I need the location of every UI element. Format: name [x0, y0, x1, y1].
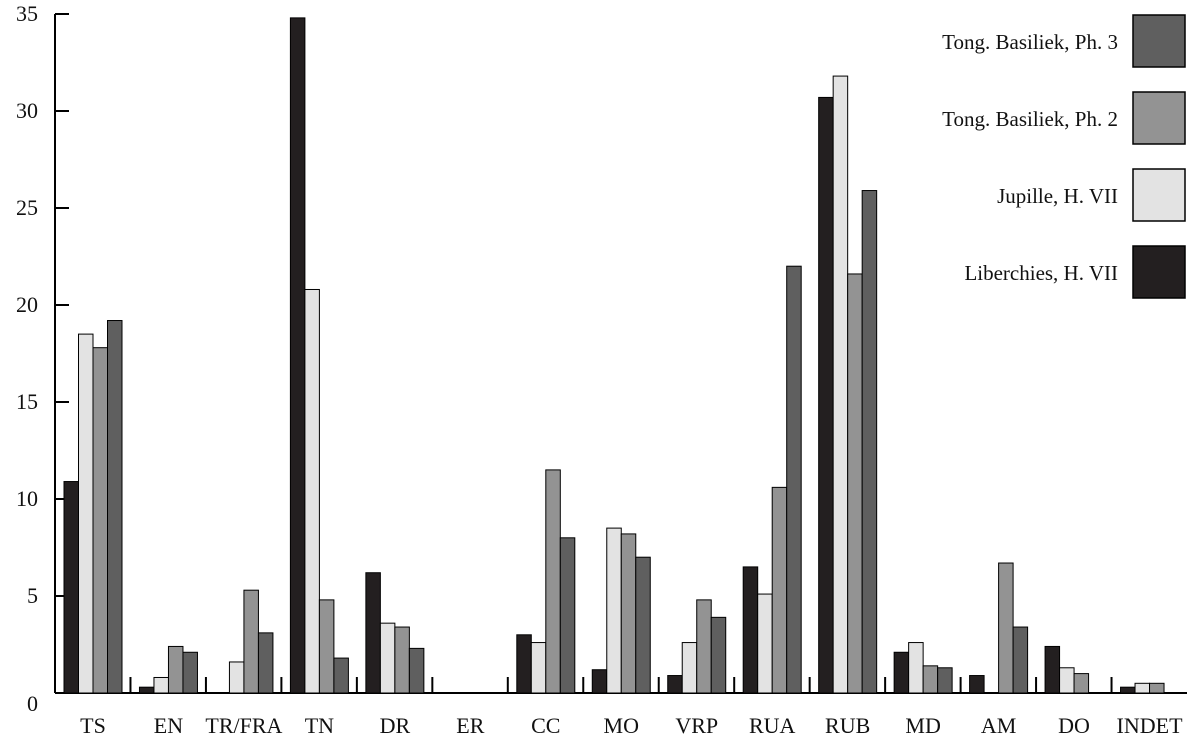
x-tick-label: MO: [604, 713, 639, 738]
y-tick-label: 15: [16, 389, 38, 414]
bar-dr-series-4: [409, 648, 424, 693]
bar-ts-series-4: [108, 321, 123, 693]
bar-mo-series-3: [621, 534, 636, 693]
y-tick-label: 0: [27, 691, 38, 716]
bar-dr-series-1: [366, 573, 381, 693]
bar-cc-series-1: [517, 635, 532, 693]
legend-label: Jupille, H. VII: [997, 184, 1118, 208]
x-tick-label: TR/FRA: [205, 713, 282, 738]
x-tick-label: RUA: [749, 713, 796, 738]
bar-vrp-series-3: [697, 600, 712, 693]
x-tick-label: EN: [154, 713, 183, 738]
bar-tn-series-2: [305, 289, 320, 693]
bar-cc-series-2: [531, 643, 546, 693]
bar-tn-series-4: [334, 658, 349, 693]
legend-swatch: [1133, 15, 1185, 67]
bar-do-series-3: [1074, 674, 1089, 693]
bar-am-series-1: [970, 676, 985, 693]
bar-en-series-3: [168, 646, 183, 693]
bar-rua-series-3: [772, 487, 787, 693]
legend: Tong. Basiliek, Ph. 3 Tong. Basiliek, Ph.…: [942, 15, 1185, 298]
bar-dr-series-2: [380, 623, 395, 693]
bar-ts-series-1: [64, 482, 79, 693]
bar-am-series-4: [1013, 627, 1028, 693]
y-tick-label: 35: [16, 1, 38, 26]
legend-swatch: [1133, 92, 1185, 144]
x-tick-label: DO: [1058, 713, 1090, 738]
bar-do-series-2: [1060, 668, 1075, 693]
bar-tr-fra-series-4: [258, 633, 273, 693]
legend-label: Liberchies, H. VII: [964, 261, 1118, 285]
bar-rub-series-2: [833, 76, 848, 693]
x-tick-label: TN: [305, 713, 334, 738]
bar-mo-series-1: [592, 670, 607, 693]
bar-ts-series-3: [93, 348, 108, 693]
bar-am-series-3: [999, 563, 1014, 693]
x-tick-label: ER: [456, 713, 484, 738]
y-tick-label: 10: [16, 486, 38, 511]
bar-dr-series-3: [395, 627, 410, 693]
bar-rua-series-1: [743, 567, 758, 693]
bar-md-series-4: [938, 668, 953, 693]
bar-md-series-3: [923, 666, 938, 693]
bar-tn-series-3: [319, 600, 334, 693]
bar-rub-series-3: [848, 274, 863, 693]
x-tick-label: CC: [531, 713, 560, 738]
legend-swatch: [1133, 246, 1185, 298]
y-tick-label: 25: [16, 195, 38, 220]
y-tick-label: 5: [27, 583, 38, 608]
bar-rua-series-2: [758, 594, 773, 693]
bar-en-series-2: [154, 677, 169, 693]
bar-ts-series-2: [79, 334, 94, 693]
bar-indet-series-2: [1135, 683, 1150, 693]
bar-en-series-4: [183, 652, 198, 693]
bar-tr-fra-series-2: [229, 662, 244, 693]
x-tick-label: RUB: [825, 713, 870, 738]
bar-rub-series-4: [862, 191, 877, 693]
y-tick-label: 20: [16, 292, 38, 317]
x-tick-label: INDET: [1117, 713, 1184, 738]
bar-cc-series-3: [546, 470, 561, 693]
x-tick-label: DR: [380, 713, 411, 738]
bar-do-series-1: [1045, 646, 1060, 693]
legend-swatch: [1133, 169, 1185, 221]
bar-tr-fra-series-3: [244, 590, 259, 693]
bar-mo-series-2: [607, 528, 622, 693]
bar-vrp-series-2: [682, 643, 697, 693]
bar-vrp-series-4: [711, 617, 726, 693]
x-tick-label: MD: [905, 713, 940, 738]
x-tick-label: TS: [80, 713, 106, 738]
bar-rub-series-1: [819, 97, 834, 693]
bar-cc-series-4: [560, 538, 575, 693]
bar-en-series-1: [139, 687, 154, 693]
bar-indet-series-3: [1150, 683, 1165, 693]
bar-md-series-1: [894, 652, 909, 693]
legend-label: Tong. Basiliek, Ph. 2: [942, 107, 1118, 131]
bar-indet-series-1: [1121, 687, 1136, 693]
bar-vrp-series-1: [668, 676, 683, 693]
bar-md-series-2: [909, 643, 924, 693]
legend-label: Tong. Basiliek, Ph. 3: [942, 30, 1118, 54]
bar-tn-series-1: [290, 18, 305, 693]
bar-mo-series-4: [636, 557, 651, 693]
y-tick-label: 30: [16, 98, 38, 123]
x-tick-label: AM: [981, 713, 1016, 738]
bar-rua-series-4: [787, 266, 802, 693]
x-tick-label: VRP: [675, 713, 718, 738]
